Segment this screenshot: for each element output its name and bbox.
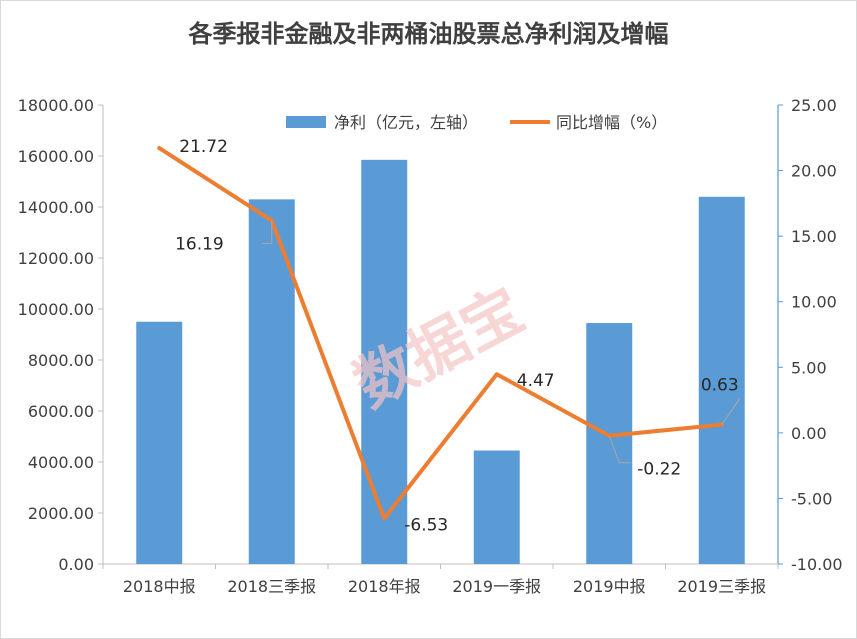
x-axis-tick-label: 2019一季报	[452, 577, 541, 596]
data-labels: 21.72 16.19 -6.53 4.47 -0.22 0.63	[175, 137, 741, 535]
bar	[136, 321, 183, 564]
data-label: 16.19	[175, 235, 224, 255]
data-label-leader	[721, 398, 741, 425]
x-axis-tick-label: 2019中报	[573, 577, 646, 596]
left-axis-tick-label: 12000.00	[18, 249, 94, 268]
right-axis-tick-label: 20.00	[791, 162, 837, 181]
bar	[698, 196, 745, 565]
right-axis-tick-label: 25.00	[791, 96, 837, 115]
left-axis-tick-label: 2000.00	[28, 504, 94, 523]
line-point	[157, 146, 161, 150]
x-axis-tick-label: 2018年报	[348, 577, 421, 596]
axes: 0.00 2000.00 4000.00 6000.00 8000.00 10000.00…	[18, 96, 843, 596]
x-axis-tick-label: 2018三季报	[227, 577, 316, 596]
x-axis-tick-label: 2019三季报	[677, 577, 766, 596]
right-axis-tick-label: 5.00	[791, 358, 827, 377]
line-series-path	[157, 146, 724, 521]
chart-title: 各季报非金融及非两桶油股票总净利润及增幅	[188, 20, 669, 48]
left-axis-tick-label: 8000.00	[28, 351, 94, 370]
legend-label-bar: 净利（亿元，左轴）	[334, 113, 478, 132]
bar	[586, 323, 633, 564]
right-axis-tick-label: 15.00	[791, 227, 837, 246]
data-label: -6.53	[404, 515, 448, 535]
left-axis-tick-label: 0.00	[58, 555, 94, 574]
data-label: 4.47	[517, 371, 555, 391]
x-axis-tick-label: 2018中报	[123, 577, 196, 596]
left-axis-tick-label: 18000.00	[18, 96, 94, 115]
left-axis-tick-label: 16000.00	[18, 147, 94, 166]
right-axis-tick-label: -10.00	[791, 555, 843, 574]
data-label: -0.22	[637, 460, 681, 480]
right-axis-tick-label: 10.00	[791, 293, 837, 312]
legend-swatch-bar	[286, 116, 326, 128]
right-axis-tick-label: -5.00	[791, 489, 832, 508]
left-axis-tick-label: 10000.00	[18, 300, 94, 319]
left-axis-tick-label: 4000.00	[28, 453, 94, 472]
data-label-leader	[261, 220, 273, 245]
data-label-leader	[608, 435, 632, 464]
line-point	[382, 516, 386, 520]
data-label: 0.63	[701, 376, 739, 396]
legend-label-line: 同比增幅（%）	[556, 113, 667, 132]
bar	[248, 199, 295, 564]
line-series	[157, 146, 724, 521]
legend: 净利（亿元，左轴） 同比增幅（%）	[286, 113, 667, 132]
left-axis-tick-label: 14000.00	[18, 198, 94, 217]
bar	[473, 450, 520, 564]
right-axis-tick-label: 0.00	[791, 424, 827, 443]
line-point	[495, 372, 499, 376]
left-axis-tick-label: 6000.00	[28, 402, 94, 421]
data-label: 21.72	[179, 137, 228, 157]
